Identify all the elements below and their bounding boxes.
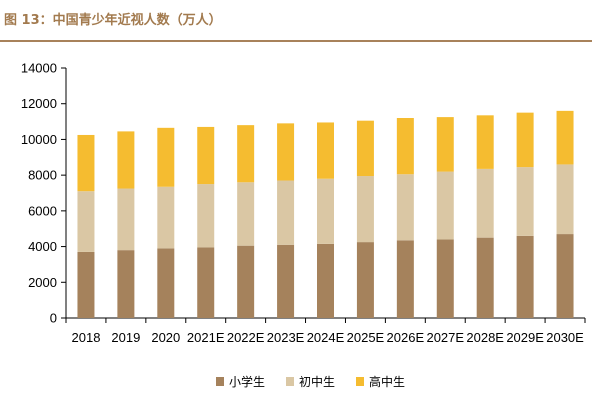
bar-segment — [356, 242, 374, 318]
x-tick-label: 2024E — [307, 330, 345, 345]
x-tick-label: 2026E — [387, 330, 425, 345]
x-tick-label: 2023E — [267, 330, 305, 345]
legend-label: 初中生 — [299, 374, 335, 389]
x-tick-label: 2027E — [426, 330, 464, 345]
bar-segment — [157, 127, 175, 187]
bar-segment — [117, 188, 135, 251]
x-tick-label: 2025E — [347, 330, 385, 345]
bars — [77, 110, 574, 318]
bar-segment — [556, 110, 574, 165]
x-tick-label: 2030E — [546, 330, 584, 345]
bar-segment — [516, 167, 534, 236]
bar-segment — [396, 174, 414, 241]
x-tick-label: 2018 — [72, 330, 101, 345]
y-axis: 0 2000 4000 6000 8000 10000 12000 14000 — [21, 61, 67, 326]
bar-segment — [277, 180, 295, 245]
bar-segment — [476, 237, 494, 318]
y-tick-label: 10000 — [21, 132, 57, 147]
bar-segment — [117, 131, 135, 189]
legend-label: 高中生 — [369, 374, 405, 389]
x-tick-label: 2021E — [187, 330, 225, 345]
y-tick-label: 12000 — [21, 96, 57, 111]
bar-segment — [77, 134, 95, 192]
bar-segment — [556, 234, 574, 318]
y-tick-label: 6000 — [28, 203, 57, 218]
x-tick-label: 2019 — [111, 330, 140, 345]
bar-segment — [356, 176, 374, 243]
bar-segment — [436, 239, 454, 318]
bar-segment — [356, 120, 374, 177]
bar-segment — [436, 171, 454, 240]
bar-segment — [277, 244, 295, 318]
bar-segment — [77, 251, 95, 318]
bar-segment — [157, 248, 175, 318]
bar-segment — [237, 245, 255, 318]
bar-segment — [396, 118, 414, 175]
bar-segment — [436, 117, 454, 172]
chart-title: 图 13：中国青少年近视人数（万人） — [4, 13, 222, 28]
y-tick-label: 0 — [50, 311, 57, 326]
bar-segment — [317, 178, 334, 244]
bar-segment — [277, 123, 295, 181]
bar-segment — [197, 126, 215, 185]
bar-segment — [396, 240, 414, 318]
legend-swatch — [356, 377, 364, 386]
x-tick-label: 2029E — [506, 330, 544, 345]
bar-segment — [157, 186, 175, 249]
bar-segment — [556, 164, 574, 235]
bar-segment — [77, 191, 95, 252]
legend-swatch — [286, 377, 294, 386]
legend-swatch — [216, 377, 224, 386]
x-tick-label: 2028E — [466, 330, 504, 345]
y-tick-label: 14000 — [21, 61, 57, 76]
legend: 小学生 初中生 高中生 — [216, 374, 405, 389]
bar-segment — [476, 168, 494, 238]
y-tick-label: 4000 — [28, 239, 57, 254]
legend-label: 小学生 — [229, 374, 265, 389]
bar-segment — [317, 122, 334, 179]
bar-segment — [516, 235, 534, 318]
bar-segment — [117, 250, 135, 318]
y-tick-label: 2000 — [28, 275, 57, 290]
bar-segment — [197, 184, 215, 248]
bar-segment — [237, 182, 255, 246]
x-tick-label: 2022E — [227, 330, 265, 345]
y-tick-label: 8000 — [28, 168, 57, 183]
bar-segment — [516, 112, 534, 168]
x-tick-label: 2020 — [151, 330, 180, 345]
x-axis: 2018 2019 2020 2021E 2022E 2023E 2024E 2025E 202… — [65, 317, 586, 345]
bar-segment — [317, 243, 334, 318]
bar-segment — [237, 125, 255, 183]
title-divider — [0, 40, 592, 42]
bar-segment — [197, 247, 215, 318]
bar-segment — [476, 115, 494, 169]
